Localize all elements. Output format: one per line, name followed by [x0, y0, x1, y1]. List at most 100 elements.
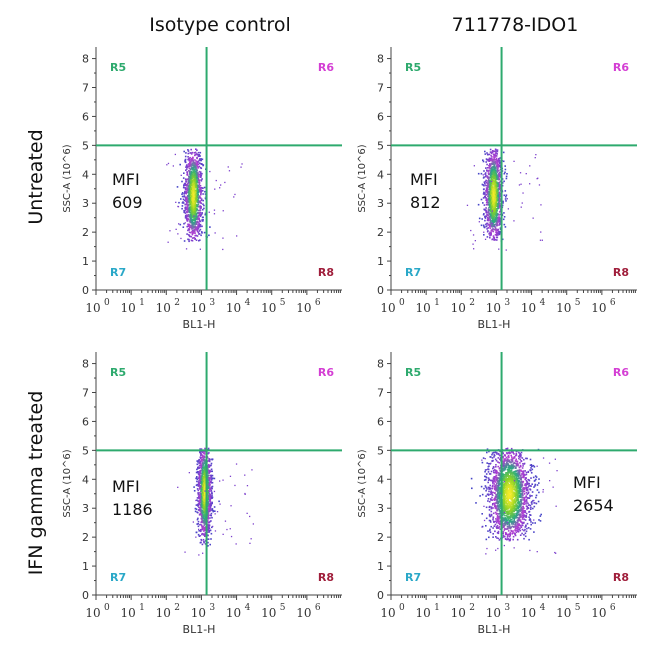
data-point [195, 170, 197, 173]
data-point [198, 501, 201, 503]
x-tick-label: 10 [451, 606, 466, 620]
y-axis-label: SSC-A (10^6) [357, 144, 368, 212]
data-point [194, 206, 196, 209]
data-point [208, 525, 210, 527]
data-point [496, 204, 498, 207]
data-point [496, 191, 498, 193]
data-point [188, 170, 190, 172]
data-point [198, 514, 201, 516]
data-point [197, 209, 200, 212]
data-point [480, 198, 483, 201]
data-point [200, 454, 202, 457]
data-point [208, 479, 211, 481]
data-point [200, 478, 203, 480]
data-point [491, 166, 493, 169]
data-point [214, 510, 216, 512]
data-point [209, 170, 211, 173]
data-point [491, 193, 493, 196]
data-point [197, 485, 200, 487]
data-point [473, 248, 475, 250]
data-point [214, 188, 216, 190]
data-point [493, 208, 495, 210]
data-point [194, 507, 197, 510]
data-point [499, 162, 501, 165]
data-point [197, 231, 200, 234]
data-point [493, 169, 495, 172]
data-point [195, 212, 198, 215]
data-point [184, 191, 186, 194]
data-point [182, 186, 185, 189]
data-point [184, 178, 187, 180]
y-tick-label: 6 [377, 415, 384, 428]
data-point [208, 463, 210, 466]
data-point [507, 530, 510, 532]
data-point [169, 230, 171, 232]
data-point [489, 204, 491, 207]
data-point [192, 521, 194, 523]
data-point [193, 152, 196, 154]
data-point [202, 164, 205, 166]
data-point [498, 161, 501, 163]
data-point [526, 501, 528, 503]
data-point [508, 522, 510, 525]
data-point [201, 511, 203, 513]
data-point [195, 167, 197, 169]
data-point [517, 497, 520, 499]
data-point [230, 535, 233, 538]
data-point [197, 201, 199, 204]
data-point [199, 491, 201, 494]
data-point [494, 187, 497, 189]
data-point [179, 223, 182, 226]
x-axis-label: BL1-H [183, 318, 216, 331]
data-point [489, 164, 492, 167]
data-point [498, 172, 501, 174]
data-point [499, 198, 501, 201]
data-point [496, 223, 499, 225]
data-point [532, 522, 534, 524]
data-point [201, 483, 203, 486]
x-tick-exponent: 2 [174, 603, 180, 613]
data-point [204, 483, 206, 486]
data-point [499, 164, 502, 166]
data-point [202, 203, 204, 205]
data-point [529, 528, 532, 530]
data-point [182, 177, 185, 179]
data-point [198, 483, 201, 486]
data-point [492, 198, 495, 201]
data-point [200, 469, 203, 472]
data-point [497, 474, 500, 476]
data-point [512, 523, 515, 525]
data-point [485, 189, 488, 191]
data-point [491, 222, 493, 225]
data-point [532, 217, 534, 219]
data-point [207, 501, 210, 503]
data-point [200, 487, 203, 490]
mfi-annotation: MFI 812 [410, 168, 441, 214]
data-point [502, 202, 504, 204]
data-point [210, 464, 212, 467]
data-point [525, 173, 527, 175]
data-point [488, 536, 490, 539]
x-tick-label: 10 [416, 301, 431, 315]
x-tick-exponent: 1 [139, 298, 145, 308]
data-point [190, 213, 192, 215]
data-point [191, 173, 194, 176]
data-point [485, 476, 488, 479]
data-point [495, 203, 498, 205]
data-point [210, 474, 213, 477]
data-point [497, 174, 499, 177]
data-point [191, 180, 193, 183]
data-point [193, 205, 195, 208]
data-point [203, 452, 205, 454]
data-point [200, 465, 203, 467]
data-point [208, 531, 211, 533]
data-point [493, 171, 495, 173]
x-tick-label: 10 [416, 606, 431, 620]
data-point [190, 195, 192, 197]
data-point [196, 162, 198, 165]
data-point [184, 188, 187, 191]
x-tick-label: 10 [521, 606, 536, 620]
data-point [523, 509, 525, 512]
data-point [197, 154, 200, 156]
x-tick-exponent: 2 [174, 298, 180, 308]
